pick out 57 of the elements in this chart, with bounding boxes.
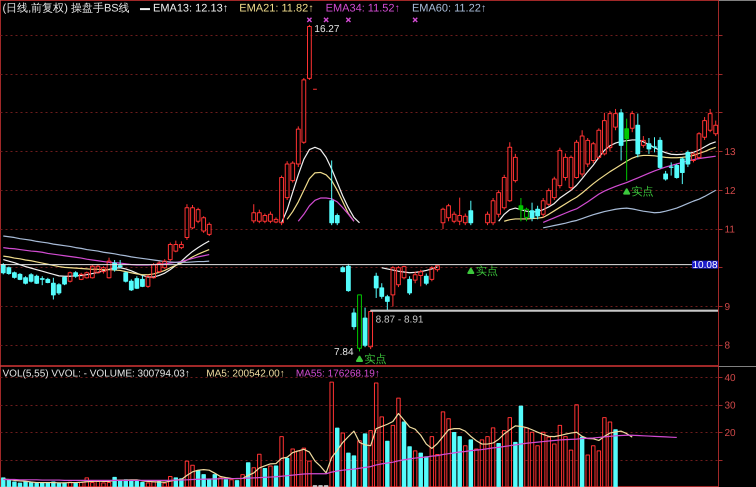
bar [262, 468, 268, 487]
text: MA55: 176268.19↑ [296, 368, 380, 380]
bar [468, 439, 474, 487]
bar [580, 436, 584, 487]
bar [229, 479, 234, 487]
point [346, 17, 352, 23]
text: MA5: 200542.00↑ [206, 368, 285, 380]
y-tick-label: 20 [724, 428, 736, 439]
y-tick-label: 8 [724, 340, 730, 352]
bar [496, 443, 501, 487]
bar [362, 433, 368, 487]
text: EMA34: 11.52↑ [326, 2, 400, 14]
text: 16.27 [314, 24, 340, 35]
bar [412, 450, 418, 487]
candlestick [624, 118, 630, 182]
y-tick-label: 9 [724, 302, 730, 313]
bar [385, 440, 390, 487]
line-series [2, 412, 633, 484]
y-tick-label: 13 [724, 147, 736, 158]
y-tick-label: 11 [724, 224, 736, 236]
bar [357, 440, 362, 487]
bar [218, 477, 223, 487]
bar [68, 482, 72, 487]
chart-title: VOL(5,55) VVOL: - VOLUME: 300794.03↑ [2, 368, 190, 380]
bar [224, 479, 228, 487]
line-series [2, 434, 678, 481]
point [356, 355, 364, 362]
point [412, 17, 418, 23]
bar [234, 480, 240, 487]
text: EMA60: 11.22↑ [412, 2, 486, 14]
bar [613, 429, 618, 487]
bar [268, 466, 273, 487]
y-tick-label: 12 [724, 186, 736, 197]
bar [284, 458, 290, 487]
text: EMA21: 11.82↑ [239, 2, 314, 14]
bar [463, 445, 468, 487]
point [306, 17, 312, 23]
ref-line-label: 10.08 [692, 260, 718, 272]
bar [279, 436, 284, 487]
chart-title: (日线,前复权) 操盘手BS线 [2, 2, 130, 14]
text: 实点 [476, 266, 498, 278]
point [467, 267, 475, 274]
bar [329, 382, 334, 487]
bar [340, 432, 346, 487]
bar [240, 474, 245, 487]
point [622, 188, 630, 195]
legend-label: EMA13: 12.13↑ [152, 2, 228, 14]
candlestick [618, 108, 624, 161]
bar [73, 482, 78, 487]
text: 实点 [364, 354, 386, 366]
series-label: 实点 [632, 185, 654, 198]
point [323, 17, 329, 23]
y-tick-label: 40 [724, 373, 736, 384]
y-tick-label: 30 [724, 400, 736, 412]
text: 7.84 [334, 346, 354, 358]
bar [335, 428, 340, 487]
band-label: 8.87 - 8.91 [376, 314, 424, 326]
